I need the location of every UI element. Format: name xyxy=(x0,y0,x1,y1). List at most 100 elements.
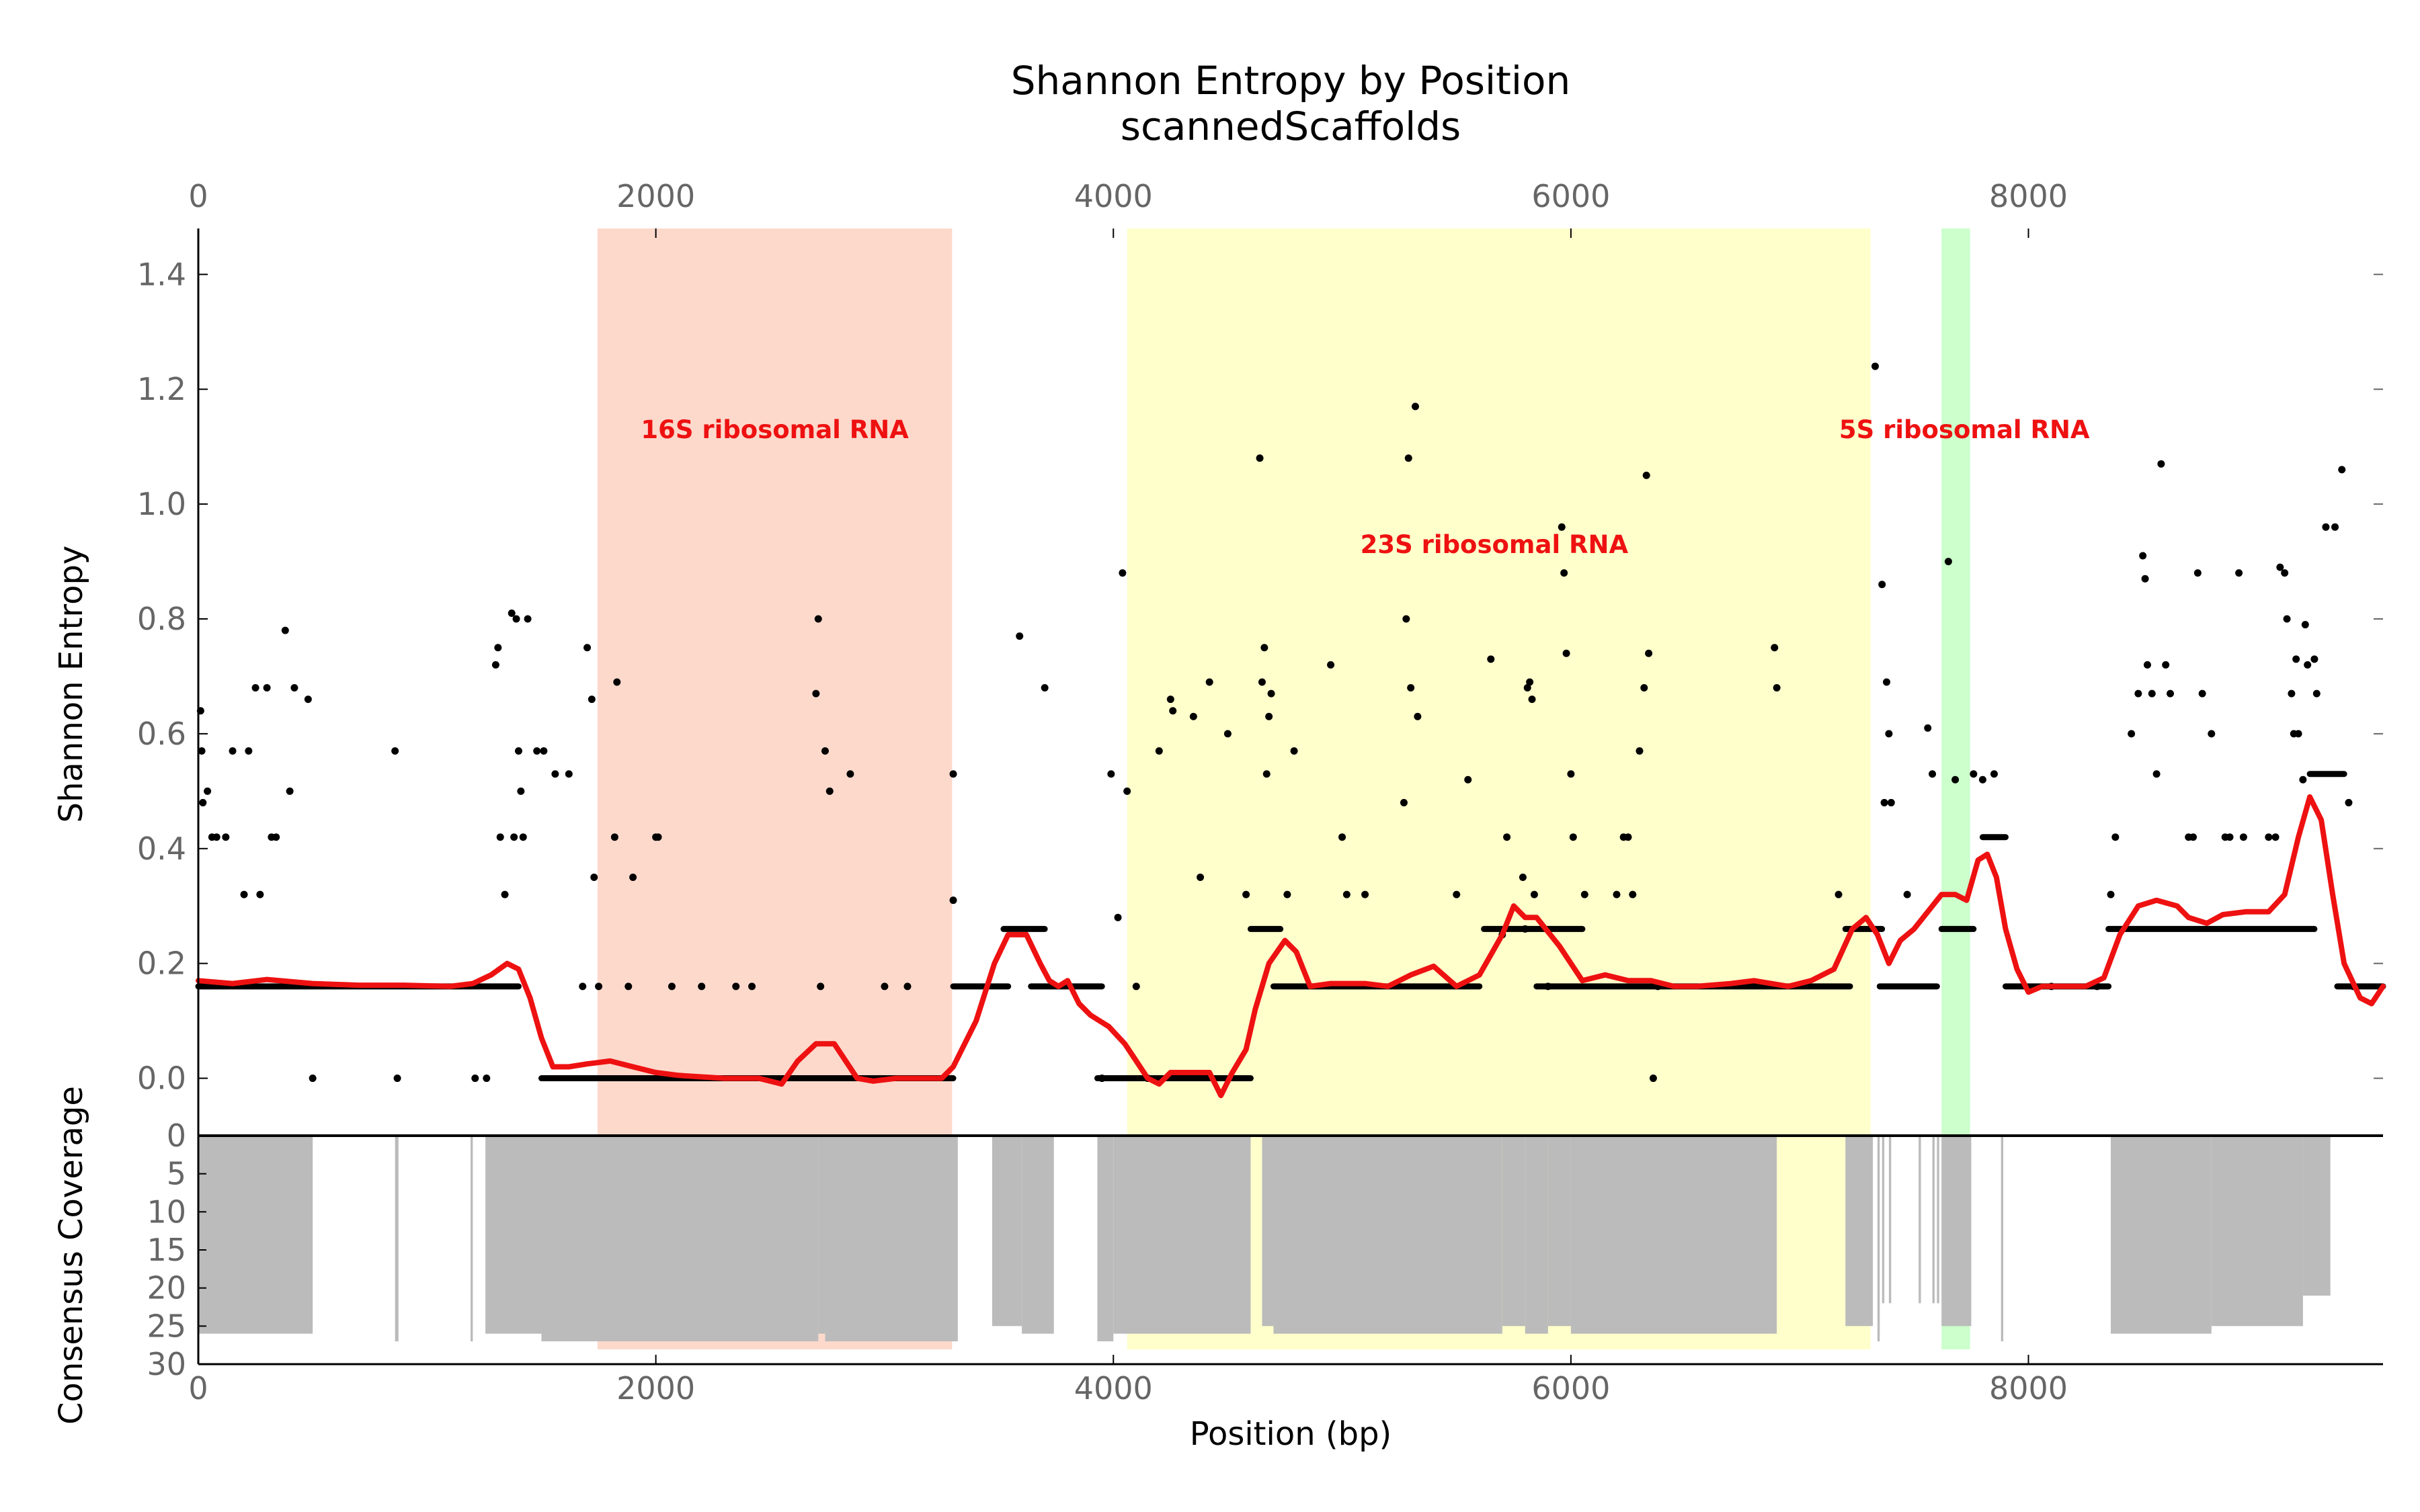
entropy-point-52 xyxy=(732,982,740,991)
bottom-x-tick-label-0: 0 xyxy=(188,1370,208,1406)
entropy-point-64 xyxy=(1016,632,1024,640)
coverage-bar-18 xyxy=(1877,1136,1880,1341)
entropy-point-143 xyxy=(1990,770,1998,778)
entropy-point-172 xyxy=(2288,689,2296,698)
entropy-point-169 xyxy=(2276,563,2284,571)
coverage-bar-21 xyxy=(1919,1136,1921,1304)
entropy-point-5 xyxy=(212,833,220,841)
chart-subtitle: scannedScaffolds xyxy=(1121,103,1461,149)
entropy-point-153 xyxy=(2148,689,2156,698)
coverage-bar-24 xyxy=(1941,1136,1972,1327)
entropy-point-141 xyxy=(1970,770,1978,778)
coverage-bar-4 xyxy=(541,1136,819,1341)
entropy-point-41 xyxy=(588,696,596,704)
entropy-point-110 xyxy=(1544,982,1552,991)
entropy-point-177 xyxy=(2301,621,2309,629)
entropy-point-65 xyxy=(1041,684,1049,692)
entropy-point-113 xyxy=(1562,649,1570,657)
entropy-point-94 xyxy=(1402,615,1410,623)
entropy-point-1 xyxy=(198,747,206,755)
entropy-point-162 xyxy=(2208,730,2216,738)
entropy-point-25 xyxy=(494,644,502,652)
entropy-tick-label-4: 0.8 xyxy=(137,601,186,637)
entropy-point-89 xyxy=(1327,661,1335,669)
region-labels: 16S ribosomal RNA 23S ribosomal RNA 5S rib… xyxy=(641,415,2090,559)
coverage-bar-16 xyxy=(1570,1136,1777,1334)
entropy-point-26 xyxy=(496,833,504,841)
entropy-point-136 xyxy=(1903,890,1911,898)
entropy-point-9 xyxy=(245,747,253,755)
entropy-point-104 xyxy=(1519,874,1527,882)
entropy-point-31 xyxy=(514,747,522,755)
entropy-point-3 xyxy=(204,787,212,795)
top-x-tick-label-0: 0 xyxy=(188,178,208,214)
entropy-point-95 xyxy=(1404,454,1412,462)
entropy-point-83 xyxy=(1260,644,1268,652)
coverage-bars xyxy=(198,1136,2331,1341)
entropy-point-35 xyxy=(533,747,541,755)
entropy-point-79 xyxy=(1223,730,1232,738)
entropy-tick-label-2: 0.4 xyxy=(137,831,186,867)
entropy-point-34 xyxy=(524,615,532,623)
region-label-0: 16S ribosomal RNA xyxy=(641,415,909,444)
entropy-point-82 xyxy=(1258,678,1266,686)
entropy-tick-label-3: 0.6 xyxy=(137,716,186,752)
smoothed-entropy-line xyxy=(196,794,2386,1099)
coverage-bar-27 xyxy=(2211,1136,2303,1327)
entropy-point-137 xyxy=(1924,724,1932,732)
top-x-tick-label-1: 2000 xyxy=(616,178,695,214)
entropy-point-139 xyxy=(1944,558,1952,566)
top-x-tick-label-3: 6000 xyxy=(1531,178,1610,214)
entropy-point-146 xyxy=(2107,890,2115,898)
entropy-point-20 xyxy=(391,747,399,755)
entropy-point-6 xyxy=(222,833,230,841)
entropy-point-45 xyxy=(613,678,621,686)
coverage-bar-13 xyxy=(1502,1136,1525,1327)
entropy-point-63 xyxy=(949,896,957,905)
entropy-point-19 xyxy=(309,1075,317,1083)
entropy-point-107 xyxy=(1526,678,1534,686)
entropy-point-56 xyxy=(817,982,825,991)
top-x-tick-label-2: 4000 xyxy=(1074,178,1153,214)
x-axis-label: Position (bp) xyxy=(1190,1415,1392,1453)
entropy-point-120 xyxy=(1629,890,1637,898)
entropy-point-93 xyxy=(1400,798,1408,806)
entropy-point-161 xyxy=(2198,689,2206,698)
entropy-point-43 xyxy=(595,982,603,991)
entropy-point-182 xyxy=(2331,523,2339,531)
coverage-bar-17 xyxy=(1845,1136,1873,1327)
entropy-point-175 xyxy=(2294,730,2302,738)
coverage-bar-20 xyxy=(1888,1136,1892,1304)
entropy-point-130 xyxy=(1871,362,1880,370)
bottom-x-tick-label-3: 6000 xyxy=(1531,1370,1610,1406)
entropy-point-53 xyxy=(748,982,756,991)
entropy-point-181 xyxy=(2322,523,2330,531)
coverage-bar-12 xyxy=(1273,1136,1502,1334)
coverage-bar-0 xyxy=(198,1136,313,1334)
entropy-point-167 xyxy=(2265,833,2273,841)
entropy-point-54 xyxy=(812,689,820,698)
entropy-point-100 xyxy=(1464,775,1472,784)
entropy-point-132 xyxy=(1880,798,1888,806)
coverage-tick-label-2: 10 xyxy=(147,1193,186,1230)
entropy-point-142 xyxy=(1978,775,1986,784)
entropy-point-99 xyxy=(1453,890,1461,898)
entropy-point-131 xyxy=(1878,581,1886,589)
entropy-point-11 xyxy=(256,890,264,898)
entropy-point-21 xyxy=(393,1075,401,1083)
entropy-point-135 xyxy=(1887,798,1895,806)
coverage-bar-23 xyxy=(1937,1136,1939,1304)
entropy-point-2 xyxy=(199,798,207,806)
bottom-x-tick-label-4: 8000 xyxy=(1989,1370,2068,1406)
entropy-point-147 xyxy=(2111,833,2120,841)
entropy-point-17 xyxy=(290,684,298,692)
entropy-point-57 xyxy=(821,747,829,755)
coverage-bar-6 xyxy=(825,1136,958,1341)
entropy-point-66 xyxy=(1098,1075,1106,1083)
entropy-point-149 xyxy=(2134,689,2142,698)
entropy-point-152 xyxy=(2143,661,2151,669)
bottom-x-tick-label-2: 4000 xyxy=(1074,1370,1153,1406)
entropy-point-171 xyxy=(2283,615,2291,623)
entropy-point-134 xyxy=(1885,730,1893,738)
